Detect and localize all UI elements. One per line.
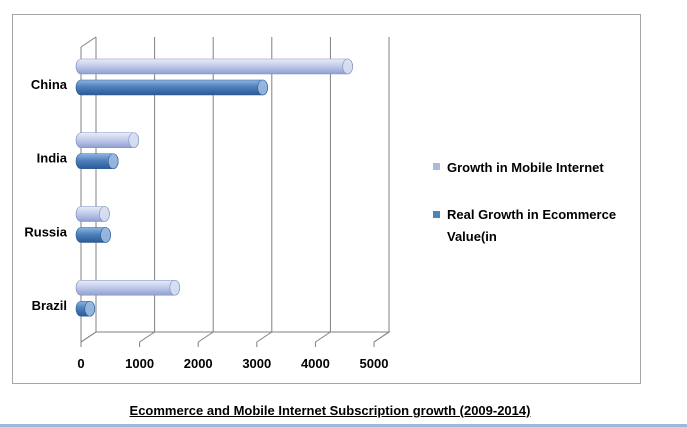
x-tick-label: 3000 [242, 356, 271, 371]
y-category-label: Russia [24, 224, 67, 239]
y-category-label: India [37, 151, 68, 166]
gridline-depth [197, 331, 214, 343]
gridline-depth [256, 331, 273, 343]
bar-cap-india-series-1 [128, 132, 140, 149]
bar-cap-brazil-series-1 [169, 279, 181, 296]
bar-chart: 0 1000 2000 3000 4000 5000 China India Russia Bra… [24, 36, 616, 371]
x-tick-label: 1000 [125, 356, 154, 371]
legend-label-ecommerce-line2: Value(in [447, 229, 497, 244]
bar-china-series-1 [75, 58, 353, 75]
bar-cap-russia-series-2 [100, 227, 111, 243]
bar-cap-china-series-2 [257, 79, 268, 96]
gridline-depth [315, 331, 331, 343]
legend-label-mobile: Growth in Mobile Internet [447, 160, 604, 175]
y-category-label: Brazil [32, 298, 67, 313]
x-tick-label: 0 [77, 356, 84, 371]
y-category-label: China [31, 77, 68, 92]
legend-swatch-ecommerce [433, 211, 440, 218]
wall-edge [80, 36, 97, 48]
legend: Growth in Mobile Internet Real Growth in… [433, 160, 616, 244]
x-tick-label: 2000 [184, 356, 213, 371]
chart-frame [12, 14, 641, 384]
gridline-depth [139, 331, 155, 343]
bar-cap-china-series-1 [342, 58, 353, 75]
gridline-depth [373, 331, 390, 343]
bar-cap-russia-series-1 [99, 206, 110, 222]
x-tick-label: 5000 [360, 356, 389, 371]
gridline-depth [80, 331, 97, 343]
bar-china-series-2 [75, 79, 268, 96]
bottom-divider [0, 424, 687, 427]
legend-swatch-mobile [433, 163, 440, 170]
bar-cap-brazil-series-2 [84, 300, 96, 317]
legend-label-ecommerce-line1: Real Growth in Ecommerce [447, 207, 616, 222]
chart-caption: Ecommerce and Mobile Internet Subscripti… [129, 403, 531, 418]
bar-brazil-series-1 [75, 279, 181, 296]
labels-layer: 0 1000 2000 3000 4000 5000 China India Russia Bra… [24, 77, 388, 371]
chart-floor [80, 331, 391, 343]
x-tick-label: 4000 [301, 356, 330, 371]
bar-cap-india-series-2 [107, 153, 119, 170]
bars-layer [75, 58, 353, 317]
